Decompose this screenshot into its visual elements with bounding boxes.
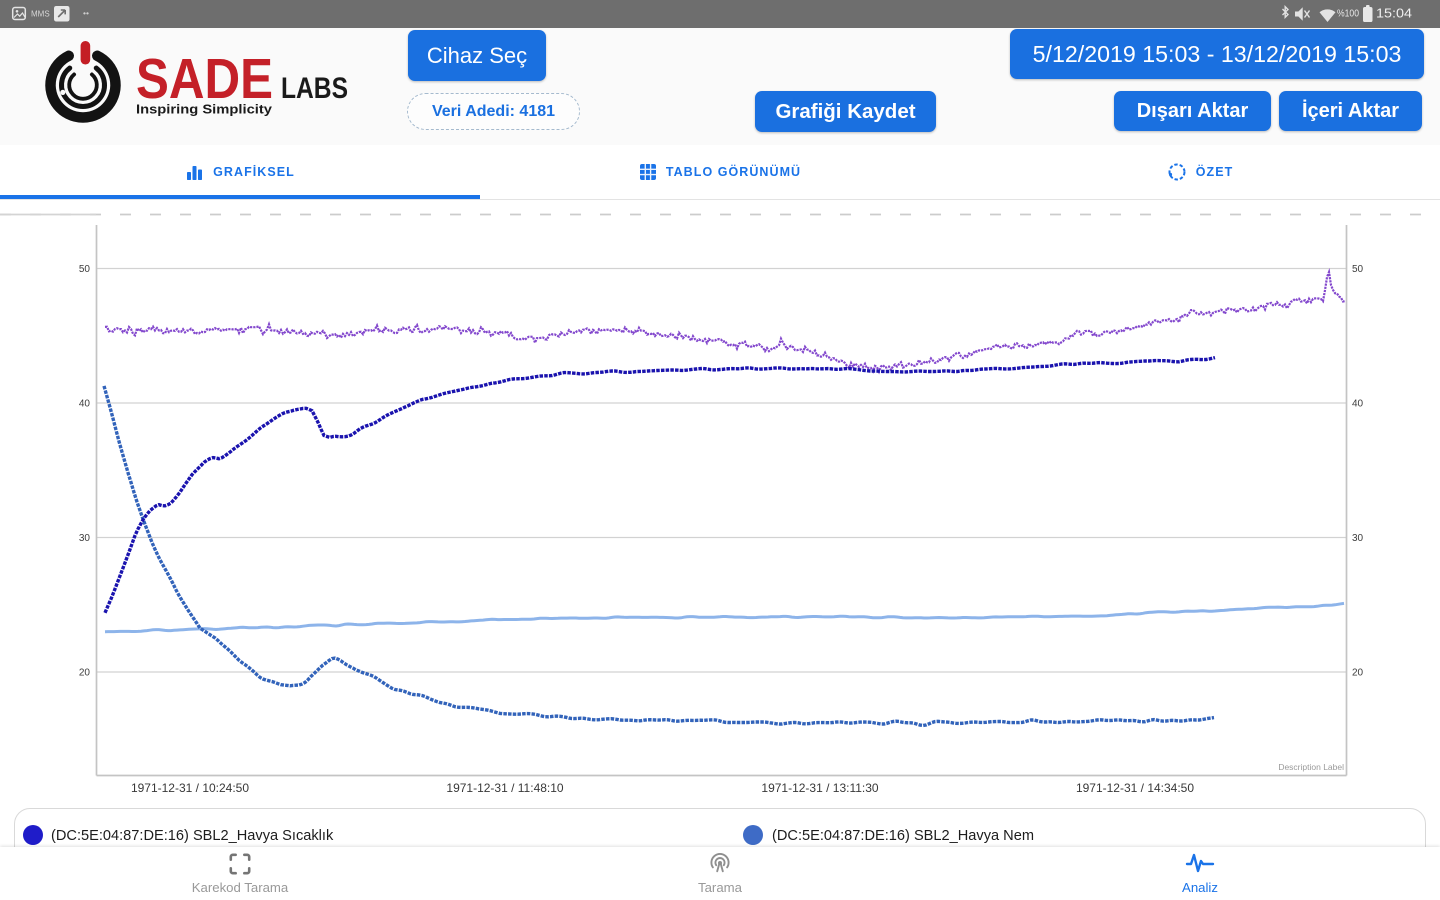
svg-text:••: •• xyxy=(83,8,89,18)
svg-text:30: 30 xyxy=(79,533,91,544)
svg-text:40: 40 xyxy=(1352,399,1364,410)
svg-text:1971-12-31 / 13:11:30: 1971-12-31 / 13:11:30 xyxy=(761,781,879,795)
svg-text:20: 20 xyxy=(79,668,91,679)
svg-text:50: 50 xyxy=(1352,264,1364,275)
svg-text:1971-12-31 / 11:48:10: 1971-12-31 / 11:48:10 xyxy=(446,781,564,795)
svg-text:50: 50 xyxy=(79,264,91,275)
svg-text:30: 30 xyxy=(1352,533,1364,544)
svg-text:LABS: LABS xyxy=(281,72,348,105)
svg-text:15:04: 15:04 xyxy=(1376,6,1412,21)
svg-text:Description Label: Description Label xyxy=(1278,762,1344,772)
svg-text:1971-12-31 / 10:24:50: 1971-12-31 / 10:24:50 xyxy=(131,781,249,795)
svg-text:20: 20 xyxy=(1352,668,1364,679)
svg-text:Inspiring Simplicity: Inspiring Simplicity xyxy=(136,103,272,117)
svg-text:%100: %100 xyxy=(1337,8,1359,20)
svg-text:1971-12-31 / 14:34:50: 1971-12-31 / 14:34:50 xyxy=(1076,781,1194,795)
svg-text:40: 40 xyxy=(79,399,91,410)
svg-text:SADE: SADE xyxy=(136,47,273,111)
svg-text:MMS: MMS xyxy=(31,10,50,19)
